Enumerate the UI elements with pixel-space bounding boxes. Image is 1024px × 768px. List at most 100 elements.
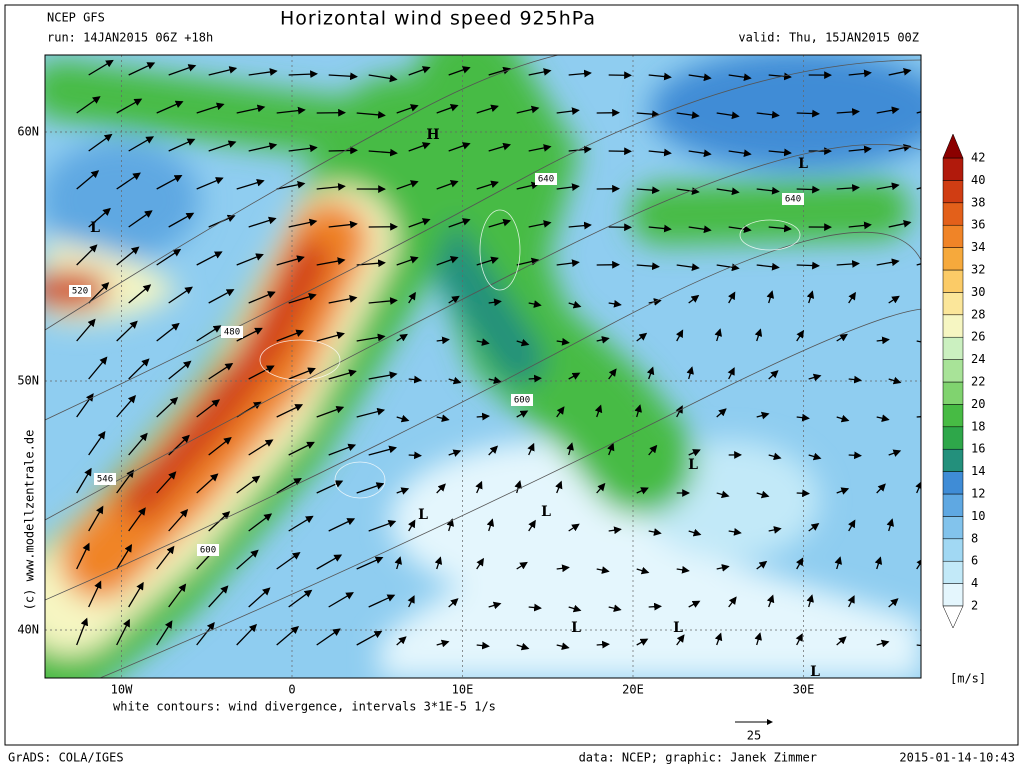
wind-arrow bbox=[76, 393, 94, 418]
wind-arrow bbox=[288, 589, 313, 608]
wind-arrow bbox=[834, 556, 843, 570]
wind-arrow bbox=[396, 636, 407, 646]
wind-arrow bbox=[888, 143, 912, 152]
wind-arrow bbox=[156, 397, 179, 418]
contour-label-box bbox=[94, 473, 116, 485]
wind-arrow bbox=[888, 449, 902, 457]
wind-arrow bbox=[408, 218, 431, 228]
wind-arrow bbox=[368, 297, 398, 305]
wind-arrow bbox=[556, 642, 570, 651]
colorbar-box bbox=[942, 314, 964, 338]
wind-arrow bbox=[128, 358, 150, 380]
wind-arrow bbox=[276, 626, 300, 646]
wind-arrow bbox=[476, 557, 484, 570]
wind-arrow bbox=[276, 404, 304, 418]
wind-arrow bbox=[168, 212, 195, 228]
wind-arrow bbox=[116, 469, 135, 494]
wind-arrow bbox=[368, 371, 398, 380]
colorbar-box bbox=[942, 583, 964, 607]
wind-arrow bbox=[528, 300, 542, 308]
wind-arrow bbox=[766, 290, 775, 304]
wind-arrow bbox=[408, 66, 431, 76]
wind-arrow bbox=[448, 598, 459, 608]
wind-arrow bbox=[796, 413, 810, 422]
wind-arrow bbox=[448, 449, 462, 457]
run-label: run: 14JAN2015 06Z +18h bbox=[47, 31, 213, 45]
wind-arrow bbox=[368, 594, 396, 608]
wind-arrow bbox=[594, 404, 603, 418]
wind-arrow bbox=[248, 513, 273, 532]
lon-label: 0 bbox=[288, 683, 295, 697]
wind-arrow bbox=[676, 263, 700, 271]
wind-arrow bbox=[116, 172, 141, 190]
colorbar-label: 34 bbox=[971, 240, 985, 254]
wind-arrow bbox=[929, 69, 950, 75]
wind-arrow bbox=[276, 478, 302, 494]
wind-arrow bbox=[196, 102, 225, 114]
wind-arrow bbox=[876, 336, 890, 345]
wind-arrow bbox=[128, 62, 156, 76]
colorbar-box bbox=[942, 471, 964, 495]
wind-arrow bbox=[806, 594, 814, 608]
wind-arrow bbox=[688, 225, 712, 234]
wind-arrow bbox=[527, 442, 535, 456]
wind-arrow bbox=[368, 520, 397, 532]
wind-arrow bbox=[288, 70, 318, 79]
wind-arrow bbox=[648, 528, 662, 536]
colorbar-label: 8 bbox=[971, 531, 978, 545]
wind-arrow bbox=[76, 617, 89, 646]
colorbar-box bbox=[942, 157, 964, 181]
wind-arrow bbox=[288, 515, 314, 532]
wind-arrow bbox=[208, 436, 232, 456]
contour-label: 640 bbox=[785, 195, 801, 205]
wind-arrow bbox=[196, 251, 223, 266]
wind-arrow bbox=[636, 186, 660, 195]
wind-arrow bbox=[596, 640, 610, 649]
wind-arrow bbox=[636, 262, 660, 271]
wind-arrow bbox=[236, 104, 266, 114]
wind-arrow bbox=[808, 373, 822, 382]
wind-arrow bbox=[316, 183, 346, 191]
wind-arrow bbox=[768, 224, 792, 233]
wind-arrow bbox=[88, 282, 110, 304]
contour-label: 546 bbox=[97, 475, 113, 485]
wind-arrow bbox=[636, 332, 648, 342]
wind-arrow bbox=[248, 365, 275, 380]
colorbar-box bbox=[942, 269, 964, 293]
wind-arrow bbox=[316, 257, 346, 266]
wind-arrow bbox=[556, 564, 570, 573]
contour-label-box bbox=[221, 326, 243, 338]
wind-arrow bbox=[196, 325, 222, 342]
wind-arrow bbox=[648, 148, 672, 157]
contour-label: 600 bbox=[200, 546, 216, 556]
wind-arrow bbox=[556, 107, 580, 115]
wind-arrow bbox=[316, 331, 345, 342]
wind-arrow bbox=[676, 634, 685, 646]
wind-arrow bbox=[608, 604, 622, 613]
wind-arrow bbox=[208, 140, 237, 152]
colorbar-box bbox=[942, 381, 964, 405]
wind-arrow bbox=[356, 482, 385, 494]
wind-arrow bbox=[76, 170, 100, 190]
wind-arrow bbox=[728, 225, 752, 234]
wind-arrow bbox=[476, 256, 499, 266]
title: Horizontal wind speed 925hPa bbox=[280, 8, 596, 30]
colorbar-box bbox=[942, 448, 964, 472]
wind-arrow bbox=[88, 133, 113, 152]
wind-arrow bbox=[756, 490, 770, 499]
wind-arrow bbox=[566, 442, 574, 456]
colorbar-box bbox=[942, 247, 964, 271]
wind-arrow bbox=[796, 261, 820, 270]
wind-arrow bbox=[208, 585, 229, 608]
wind-arrow bbox=[596, 336, 610, 344]
wind-arrow bbox=[688, 449, 701, 457]
wind-arrow bbox=[929, 446, 937, 455]
wind-arrow bbox=[328, 443, 357, 456]
pressure-center-label: L bbox=[688, 457, 698, 473]
wind-arrow bbox=[248, 439, 274, 456]
colorbar-label: 6 bbox=[971, 554, 978, 568]
wind-arrow bbox=[168, 360, 192, 380]
colorbar-box bbox=[942, 560, 964, 584]
wind-arrow bbox=[516, 561, 528, 570]
wind-arrow bbox=[596, 566, 610, 574]
